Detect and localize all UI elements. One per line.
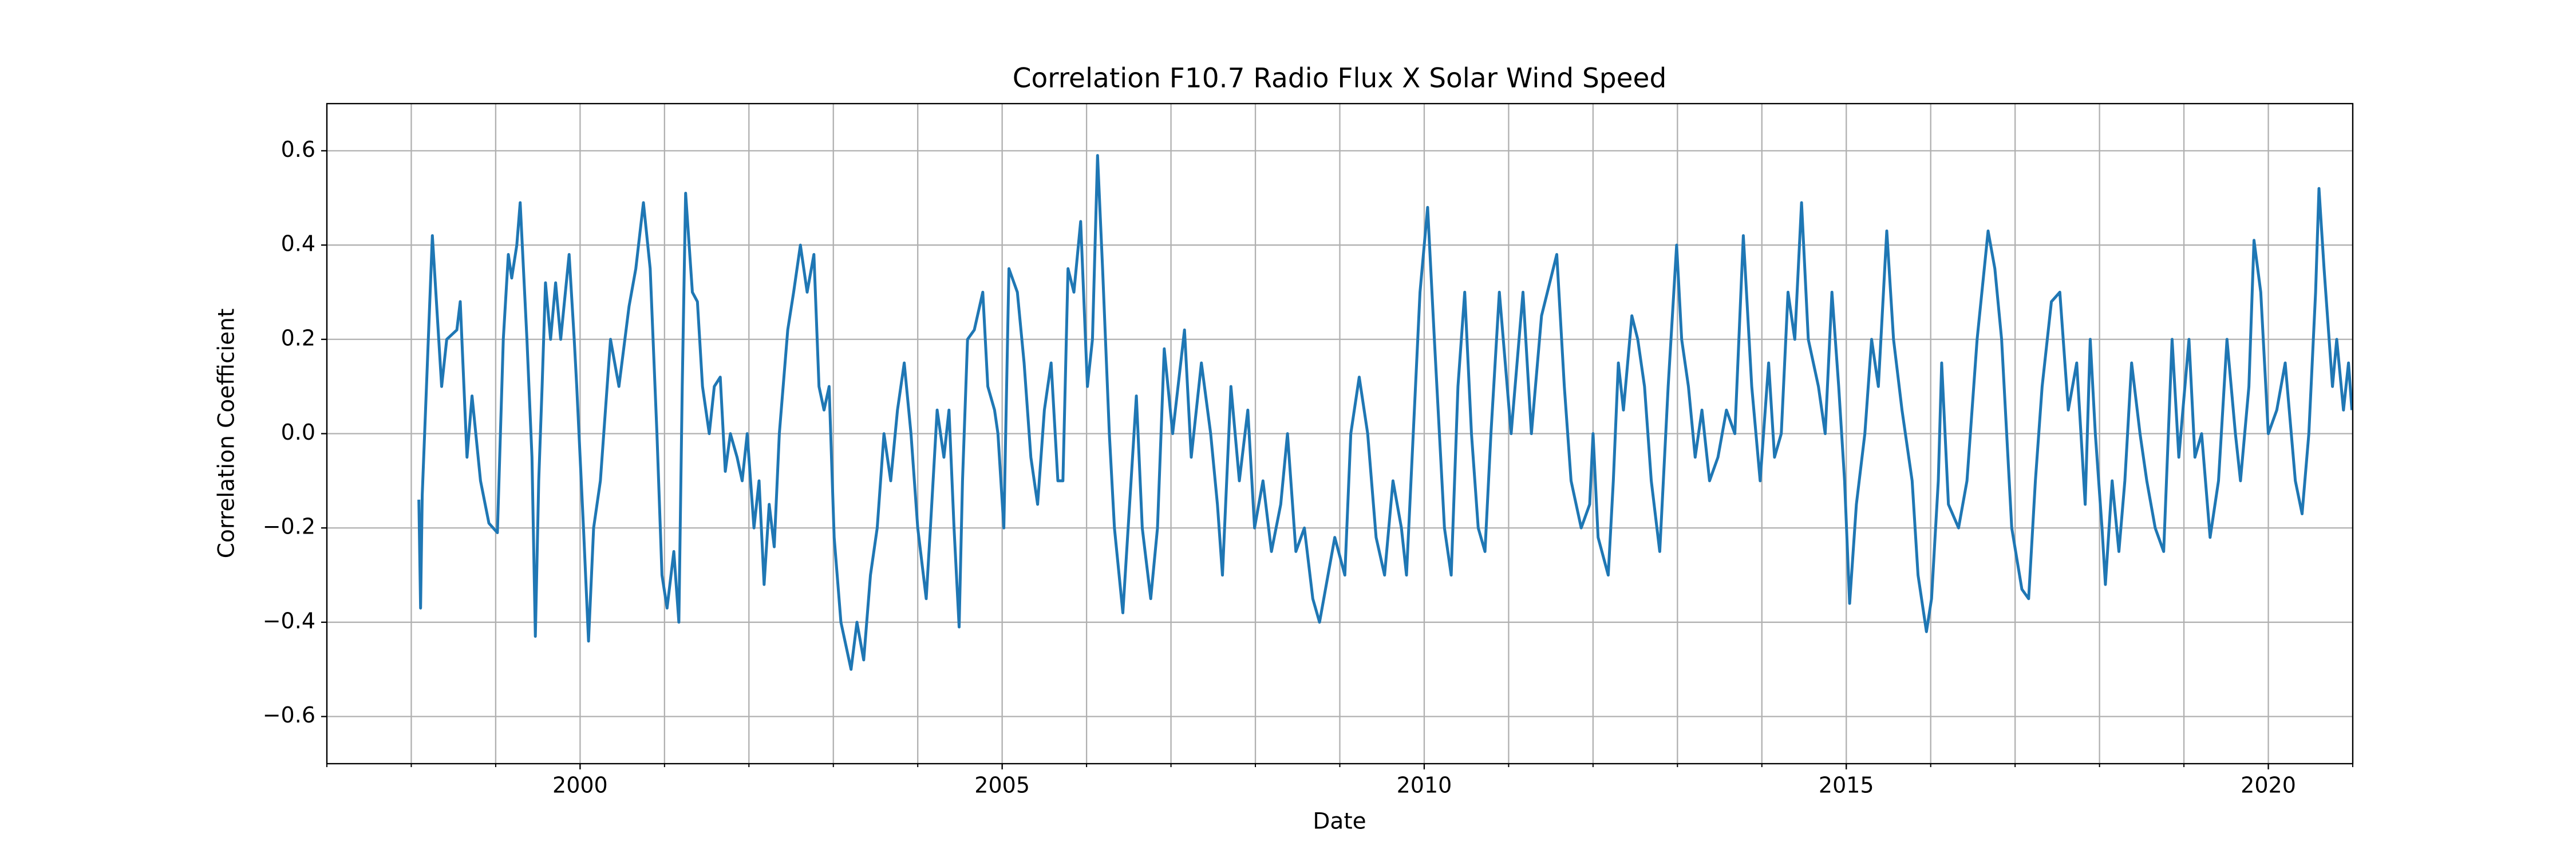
y-tick-label: 0.2 — [281, 325, 315, 350]
y-axis-label: Correlation Coefficient — [214, 309, 240, 559]
chart-title: Correlation F10.7 Radio Flux X Solar Win… — [1013, 63, 1667, 94]
x-tick-label: 2020 — [2241, 773, 2296, 798]
data-line — [417, 154, 2353, 671]
y-tick-label: 0.4 — [281, 231, 315, 256]
y-tick-label: −0.6 — [263, 702, 315, 728]
x-tick-label: 2010 — [1397, 773, 1452, 798]
y-tick-label: 0.6 — [281, 137, 315, 162]
x-axis-label: Date — [1313, 809, 1366, 835]
y-tick-label: −0.2 — [263, 514, 315, 539]
plot-frame — [326, 102, 2354, 765]
x-tick-label: 2005 — [974, 773, 1030, 798]
y-tick-label: −0.4 — [263, 608, 315, 633]
x-tick-label: 2000 — [552, 773, 608, 798]
y-tick-label: 0.0 — [281, 420, 315, 445]
x-tick-label: 2015 — [1819, 773, 1874, 798]
